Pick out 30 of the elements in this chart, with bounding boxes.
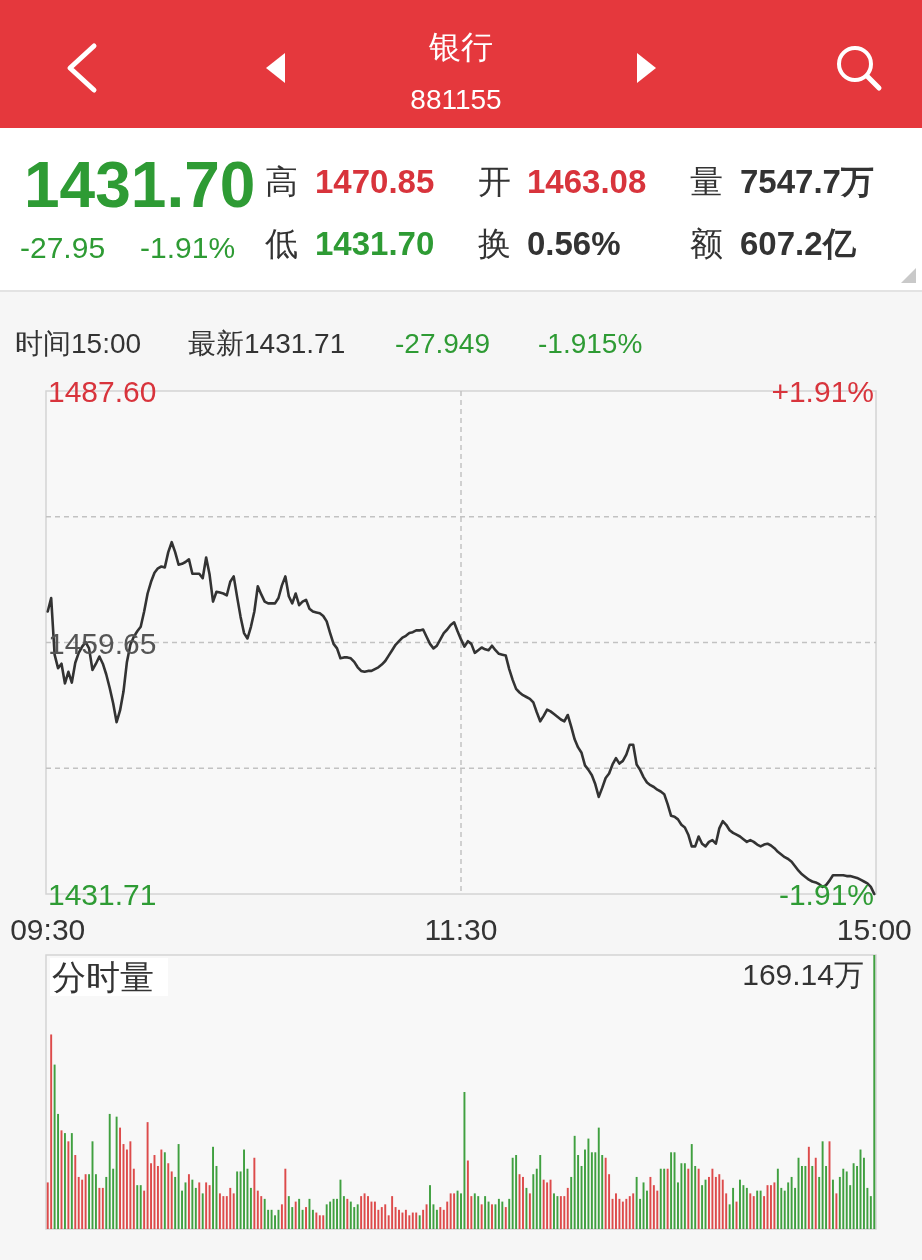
- text: 1470.85: [315, 163, 435, 200]
- text: 881155: [410, 84, 502, 115]
- text: 7547.7万: [740, 163, 874, 200]
- x-tick-label: 15:00: [836, 913, 912, 946]
- y-tick-label: 1487.60: [48, 375, 157, 408]
- text: 额: [690, 225, 723, 262]
- text: 最新1431.71: [188, 328, 346, 359]
- text: 1431.70: [315, 225, 435, 262]
- x-tick-label: 11:30: [424, 913, 498, 946]
- y2-tick-label: +1.91%: [771, 375, 874, 408]
- text: -27.95: [20, 231, 106, 264]
- text: 607.2亿: [740, 225, 857, 262]
- text: 银行: [428, 29, 493, 65]
- text: 1463.08: [527, 163, 647, 200]
- text: 低: [265, 225, 298, 262]
- text: 1431.70: [24, 149, 256, 221]
- text: 量: [690, 163, 723, 200]
- text: 时间15:00: [15, 328, 142, 359]
- chart-title: 分时量: [52, 958, 154, 996]
- text: 0.56%: [527, 225, 621, 262]
- text: 换: [478, 225, 511, 262]
- annotation: 169.14万: [742, 958, 864, 991]
- text: -27.949: [395, 328, 490, 359]
- y2-tick-label: -1.91%: [778, 878, 874, 911]
- x-tick-label: 09:30: [10, 913, 86, 946]
- text: -1.915%: [538, 328, 643, 359]
- text: -1.91%: [140, 231, 236, 264]
- text: 开: [478, 163, 511, 200]
- text: 高: [265, 163, 298, 200]
- y-tick-label: 1431.71: [48, 878, 157, 911]
